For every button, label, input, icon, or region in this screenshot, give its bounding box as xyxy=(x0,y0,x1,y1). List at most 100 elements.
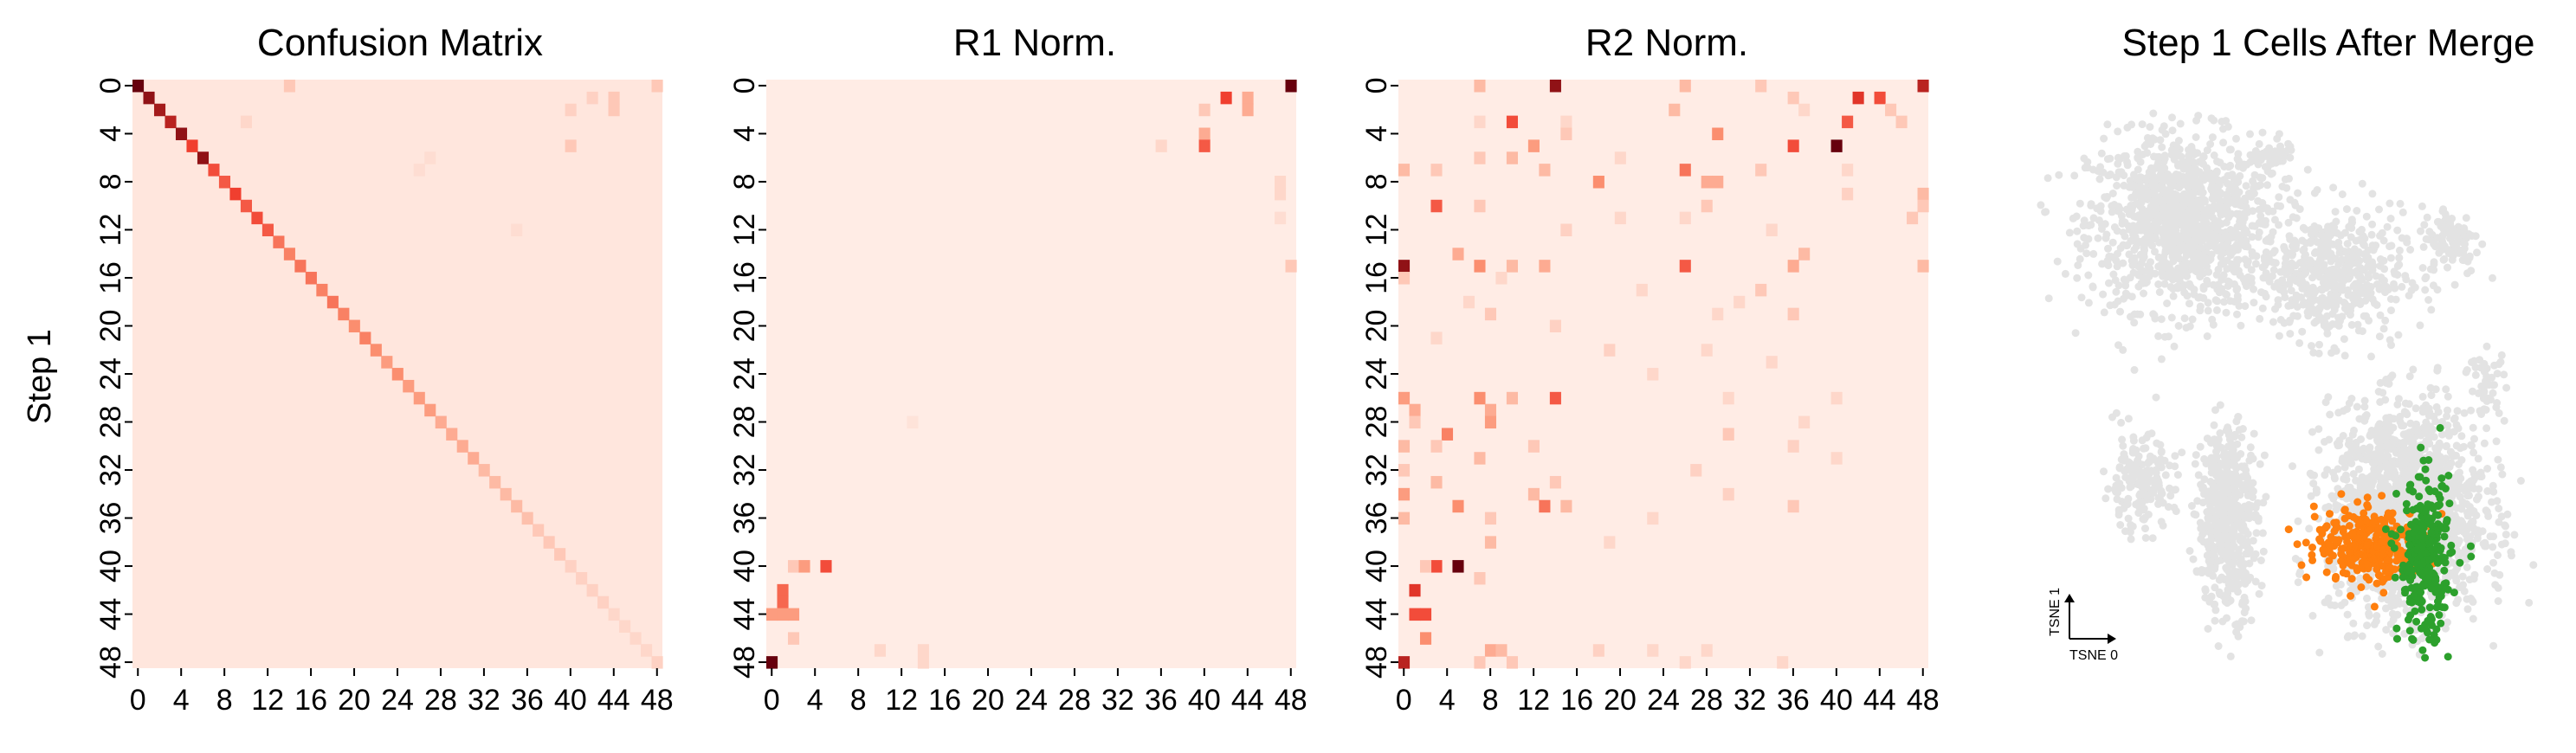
scatter-point-background xyxy=(2510,531,2519,539)
heatmap-cell xyxy=(917,656,929,669)
scatter-point-background xyxy=(2149,201,2158,209)
scatter-point-background xyxy=(2401,399,2410,408)
scatter-point-background xyxy=(2174,137,2183,145)
scatter-point-background xyxy=(2286,262,2295,271)
y-tick-label: 28 xyxy=(1360,406,1393,439)
scatter-point-background xyxy=(2131,463,2140,472)
scatter-point-background xyxy=(2474,454,2482,463)
scatter-point-background xyxy=(2237,231,2245,240)
scatter-point-background xyxy=(2427,306,2436,314)
scatter-point-background xyxy=(2350,488,2359,497)
scatter-point-background xyxy=(2261,261,2269,270)
scatter-point-background xyxy=(2411,426,2420,434)
scatter-point-background xyxy=(2248,248,2256,256)
chart-title: Step 1 Cells After Merge xyxy=(2122,22,2535,64)
scatter-point-background xyxy=(2198,485,2207,493)
scatter-point-background xyxy=(2159,521,2167,530)
scatter-point-background xyxy=(2198,189,2207,196)
scatter-point-background xyxy=(2242,604,2250,613)
scatter-point-background xyxy=(2158,143,2166,151)
scatter-point-background xyxy=(2138,499,2147,507)
scatter-point-background xyxy=(2340,335,2348,344)
scatter-point xyxy=(2309,502,2318,511)
scatter-point-background xyxy=(2264,235,2273,243)
scatter-point-background xyxy=(2310,189,2319,197)
scatter-point-background xyxy=(2134,470,2142,479)
scatter-point xyxy=(2363,493,2372,502)
scatter-point-background xyxy=(2338,190,2347,198)
scatter-point-background xyxy=(2393,610,2402,619)
scatter-point-background xyxy=(2112,287,2121,296)
scatter-point xyxy=(2308,556,2317,564)
scatter-point-background xyxy=(2406,467,2415,475)
scatter-point-background xyxy=(2171,452,2179,460)
scatter-point-background xyxy=(2168,113,2176,122)
scatter-point-background xyxy=(2192,568,2201,576)
scatter-point-background xyxy=(2492,437,2501,446)
scatter-point-background xyxy=(2370,620,2379,628)
scatter-point xyxy=(2315,535,2324,544)
x-tick-label: 48 xyxy=(641,684,674,717)
scatter-point-background xyxy=(2100,308,2108,317)
scatter-point-background xyxy=(2138,436,2147,445)
heatmap-cell xyxy=(1549,475,1561,489)
scatter-point-background xyxy=(2340,299,2349,307)
scatter-point-background xyxy=(2347,254,2356,263)
scatter-point-background xyxy=(2121,527,2129,536)
heatmap-cell xyxy=(283,248,295,261)
heatmap-cell xyxy=(1430,440,1443,453)
scatter-point-background xyxy=(2500,416,2508,425)
scatter-point-background xyxy=(2241,483,2250,492)
y-tick-label: 44 xyxy=(94,598,127,631)
scatter-point-background xyxy=(2327,492,2336,500)
heatmap-cell xyxy=(1285,80,1297,93)
scatter-point-background xyxy=(2377,478,2386,486)
scatter-point-background xyxy=(2386,441,2395,450)
scatter-point-background xyxy=(2472,511,2481,519)
scatter-point-background xyxy=(2250,554,2258,563)
scatter-point-background xyxy=(2346,311,2354,319)
scatter-point xyxy=(2373,579,2381,588)
scatter-point-background xyxy=(2440,254,2449,263)
heatmap-cell xyxy=(489,475,501,489)
scatter-point-background xyxy=(2258,128,2267,137)
scatter-point-background xyxy=(2275,193,2283,202)
scatter-point-background xyxy=(2250,299,2258,307)
scatter-point-background xyxy=(2234,545,2243,554)
scatter-point-background xyxy=(2349,619,2358,628)
heatmap-cell xyxy=(1198,139,1211,152)
scatter-point xyxy=(2346,522,2353,530)
scatter-point-background xyxy=(2216,401,2224,409)
scatter-point-background xyxy=(2174,203,2182,211)
scatter-point-background xyxy=(2501,539,2509,548)
scatter-point-background xyxy=(2308,428,2316,436)
scatter-point-background xyxy=(2223,614,2231,622)
scatter-point-background xyxy=(2480,388,2489,396)
scatter-point-background xyxy=(2348,218,2356,227)
scatter-point-background xyxy=(2483,396,2492,404)
scatter-point xyxy=(2370,602,2379,611)
scatter-point-background xyxy=(2373,612,2381,620)
x-tick-label: 28 xyxy=(1690,684,1723,717)
scatter-point-background xyxy=(2216,590,2224,599)
scatter-point-background xyxy=(2450,522,2457,531)
scatter-point-background xyxy=(2219,138,2228,147)
heatmap-cell xyxy=(1506,260,1518,273)
scatter-point-background xyxy=(2495,518,2503,526)
scatter-point-background xyxy=(2329,296,2338,305)
scatter-point-background xyxy=(2438,430,2446,439)
heatmap-cell xyxy=(1549,319,1561,333)
heatmap-cell xyxy=(1712,307,1724,321)
scatter-point-background xyxy=(2332,582,2340,590)
scatter-point-background xyxy=(2443,465,2451,473)
scatter-point-background xyxy=(2346,261,2354,270)
scatter-point-background xyxy=(2055,171,2063,179)
scatter-point-background xyxy=(2469,448,2478,457)
scatter-point-background xyxy=(2393,400,2402,409)
heatmap-cell xyxy=(1474,391,1486,405)
scatter-point xyxy=(2379,545,2387,554)
scatter-point-background xyxy=(2323,466,2332,474)
scatter-point-background xyxy=(2289,213,2297,222)
heatmap-cell xyxy=(1484,536,1497,549)
heatmap-cell xyxy=(1917,187,1929,201)
